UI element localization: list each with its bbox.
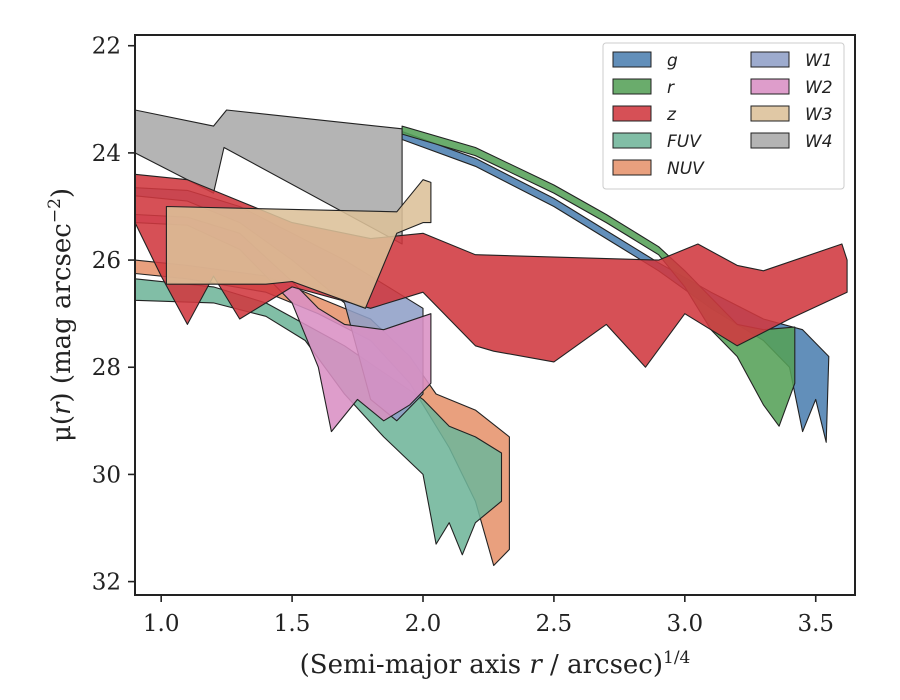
- x-axis-title: (Semi-major axis r / arcsec)1/4: [300, 648, 691, 680]
- legend-label-g: g: [667, 51, 678, 71]
- x-axis-title-main: (Semi-major axis: [300, 650, 530, 680]
- legend-swatch-r: [612, 78, 652, 95]
- legend-swatch-w2: [750, 78, 790, 95]
- legend-swatch-nuv: [612, 159, 652, 176]
- x-tick-label: 2.0: [405, 611, 442, 637]
- legend-label-nuv: NUV: [667, 159, 705, 179]
- series-band-z: [135, 173, 848, 368]
- legend-label-z: z: [666, 105, 677, 125]
- series-band-w3: [165, 179, 432, 309]
- y-axis-title: μ(r) (mag arcsec−2): [45, 188, 77, 442]
- y-tick-label: 32: [92, 570, 121, 596]
- legend-swatch-w4: [750, 132, 790, 149]
- y-axis-title-var: r: [47, 401, 77, 415]
- legend-label-w1: W1: [805, 51, 833, 71]
- series-band-r: [401, 125, 796, 427]
- legend-label-w4: W4: [805, 132, 833, 152]
- x-axis-title-var: r: [529, 650, 543, 680]
- x-tick-label: 1.5: [274, 611, 311, 637]
- legend-swatch-z: [612, 105, 652, 122]
- legend-swatch-fuv: [612, 132, 652, 149]
- y-axis: 22 24 26 28 30 32: [92, 34, 135, 596]
- plot-frame: [134, 34, 856, 596]
- legend-label-w3: W3: [805, 105, 833, 125]
- legend-swatch-w1: [750, 51, 790, 68]
- x-tick-label: 2.5: [536, 611, 573, 637]
- legend-label-r: r: [667, 78, 675, 98]
- y-tick-label: 28: [92, 355, 121, 381]
- x-axis: 1.0 1.5 2.0 2.5 3.0 3.5: [143, 595, 834, 637]
- x-tick-label: 1.0: [143, 611, 180, 637]
- series-layer: [135, 109, 848, 567]
- x-axis-title-rest: / arcsec): [542, 650, 663, 680]
- legend-swatch-g: [612, 51, 652, 68]
- series-band-g: [401, 130, 830, 443]
- y-axis-title-prefix: μ(: [47, 415, 77, 442]
- x-tick-label: 3.0: [667, 611, 704, 637]
- x-tick-label: 3.5: [797, 611, 834, 637]
- y-tick-label: 22: [92, 34, 121, 60]
- legend-label-w2: W2: [805, 78, 833, 98]
- y-axis-title-exponent: −2: [45, 198, 65, 223]
- x-axis-title-exponent: 1/4: [663, 648, 690, 668]
- legend: grz FUV NUV W1 W2 W3 W4: [602, 42, 845, 190]
- y-axis-title-mid: ) (mag arcsec: [47, 223, 77, 402]
- y-tick-label: 24: [92, 141, 121, 167]
- y-tick-label: 30: [92, 462, 121, 488]
- y-axis-title-suffix: ): [47, 188, 77, 198]
- legend-swatch-w3: [750, 105, 790, 122]
- legend-label-fuv: FUV: [667, 132, 702, 152]
- y-tick-label: 26: [92, 248, 121, 274]
